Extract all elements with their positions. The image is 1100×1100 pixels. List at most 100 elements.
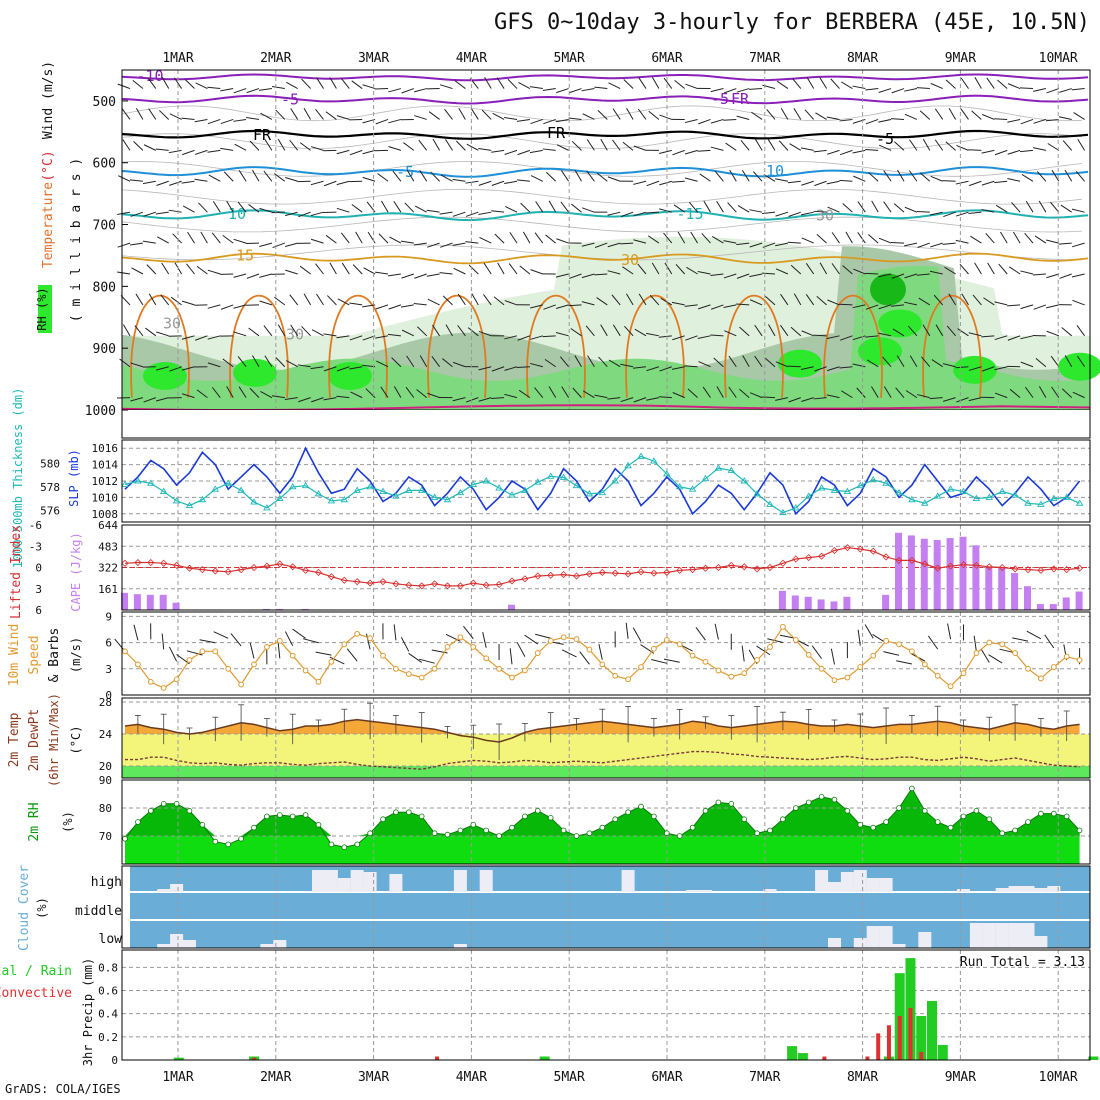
wind-barb: [830, 648, 835, 665]
wind-barb: [891, 88, 905, 94]
cape-bar: [907, 535, 915, 610]
wind-marker: [251, 661, 257, 668]
wind-barb: [1020, 149, 1034, 153]
wind-barb: [220, 118, 234, 125]
li-marker: [185, 564, 194, 572]
cloud-bar-low: [170, 934, 184, 948]
thickness-marker: [624, 461, 632, 469]
precip-conv-bar: [897, 1016, 902, 1060]
wind-marker: [393, 665, 399, 672]
wind-marker: [212, 648, 219, 655]
wind-barb: [1026, 630, 1042, 640]
wind-barb: [839, 303, 853, 306]
wind-barb: [346, 648, 358, 662]
wind-barb: [624, 325, 634, 337]
isotherm-freezing: [121, 129, 1089, 140]
wind-marker: [444, 644, 451, 650]
thickness-marker: [469, 480, 478, 487]
rh-marker: [135, 819, 141, 825]
wind-marker: [947, 683, 954, 690]
li-marker: [263, 562, 271, 570]
thickness-marker: [804, 492, 813, 499]
wind-barb: [452, 361, 466, 368]
wind-barb: [414, 88, 427, 93]
wind-barb: [929, 270, 943, 275]
wind-barb: [813, 210, 827, 213]
ylabel-temp-unit: (°C): [41, 150, 56, 181]
wind-barb: [168, 209, 182, 213]
cape-bar: [791, 595, 799, 610]
wind-barb: [336, 149, 350, 155]
ylabel-cloud-unit: (%): [35, 897, 49, 919]
wind-barb: [233, 273, 247, 278]
wind-barb: [143, 211, 156, 217]
wind-barb: [1061, 327, 1073, 337]
wind-barb: [569, 88, 582, 94]
wind-barb: [800, 211, 814, 216]
ylabel-slp: SLP (mb): [67, 449, 81, 507]
wind-barb: [972, 294, 982, 306]
wind-barb: [509, 648, 513, 665]
wind-barb: [223, 171, 234, 182]
wind-barb: [581, 207, 595, 213]
wind-barb: [646, 397, 660, 401]
wind-barb: [542, 148, 556, 151]
wind-barb: [947, 623, 952, 640]
thickness-marker: [443, 495, 452, 503]
slp-frame: [121, 439, 1091, 523]
wind-barb: [419, 355, 428, 367]
wind-barb: [945, 79, 956, 89]
thickness-marker: [263, 504, 271, 511]
wind-barb: [264, 139, 273, 151]
wind-marker: [1012, 650, 1018, 656]
wind-marker: [780, 623, 786, 630]
wind-barb: [325, 234, 337, 244]
wind-barb: [560, 201, 570, 213]
rh-marker: [1051, 810, 1057, 817]
wind-barb: [830, 78, 840, 89]
wind-barb: [426, 273, 440, 277]
ylabel-total-rain: Total / Rain: [0, 964, 72, 979]
wind-barb: [542, 335, 556, 338]
wind-barb: [524, 634, 539, 645]
wind-barb: [572, 387, 582, 398]
wind-barb: [568, 117, 582, 120]
wind-barb: [981, 366, 995, 372]
rh-marker: [148, 807, 154, 814]
ytick-slp: 1008: [92, 508, 119, 521]
cape-bar: [920, 538, 928, 610]
rh-fill-dark: [125, 788, 1080, 836]
wind-barb: [324, 180, 337, 187]
wind-barb: [968, 332, 982, 337]
wind-marker: [612, 672, 619, 679]
precip-total-bar: [797, 1053, 808, 1060]
wind-barb: [716, 200, 724, 213]
wind-barb: [301, 78, 311, 89]
wind-barb: [842, 203, 853, 213]
wind-barb: [481, 109, 492, 120]
wind-barb: [212, 200, 221, 213]
wind-marker: [341, 641, 348, 648]
wind-marker: [264, 644, 270, 650]
rh-cell: [328, 362, 372, 390]
wind-barb: [594, 86, 608, 90]
wind-barb: [169, 366, 182, 372]
wind-marker: [276, 637, 283, 644]
wind-barb: [363, 267, 376, 275]
wind-barb: [408, 652, 422, 663]
wind-marker: [238, 681, 245, 688]
wind-barb: [290, 324, 299, 337]
wind-barb: [426, 209, 440, 213]
wind-barb: [286, 81, 298, 89]
wind-barb: [323, 397, 337, 401]
wind-barb: [878, 304, 892, 310]
wind-barb: [413, 242, 427, 246]
wind-barb: [638, 77, 647, 89]
cloud-bar-high: [828, 882, 841, 892]
thickness-marker: [250, 498, 258, 505]
wind-marker: [470, 644, 477, 650]
ytick-wind: 0: [105, 689, 112, 702]
wind-barb: [142, 240, 156, 244]
wind-barb: [452, 211, 466, 217]
